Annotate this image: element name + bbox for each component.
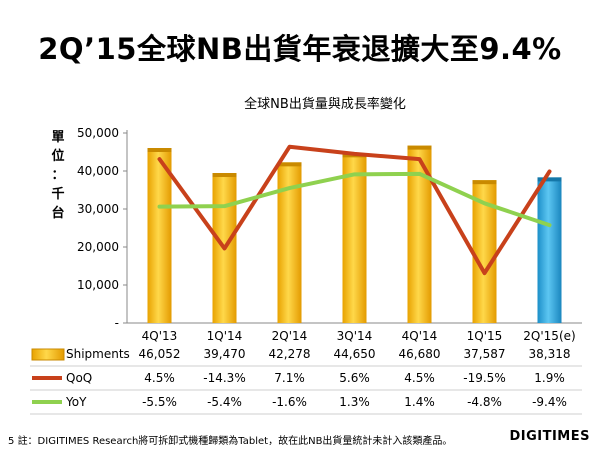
data-label-qoq: 7.1%	[274, 371, 305, 385]
unit-char: 台	[51, 206, 65, 221]
footnote: 5 註：DIGITIMES Research將可拆卸式機種歸類為Tablet，故…	[8, 432, 452, 447]
data-label-qoq: 1.9%	[534, 371, 565, 385]
bar-cap	[407, 145, 432, 150]
x-tick-label: 1Q'15	[467, 329, 503, 343]
x-tick-label: 4Q'13	[142, 329, 178, 343]
line-qoq	[157, 144, 552, 276]
legend-label-shipments: Shipments	[66, 347, 130, 361]
data-label-yoy: -5.4%	[207, 395, 242, 409]
data-label-shipments: 37,587	[464, 347, 506, 361]
y-tick-label: 20,000	[77, 240, 119, 254]
y-tick-label: 50,000	[77, 126, 119, 140]
data-label-qoq: 5.6%	[339, 371, 370, 385]
data-label-qoq: 4.5%	[144, 371, 175, 385]
slide-title: 2Q’15全球NB出貨年衰退擴大至9.4%	[38, 32, 562, 66]
y-tick-label: 30,000	[77, 202, 119, 216]
data-label-yoy: -1.6%	[272, 395, 307, 409]
y-tick-label: 10,000	[77, 278, 119, 292]
data-label-shipments: 46,052	[139, 347, 181, 361]
unit-char: 位	[51, 149, 65, 164]
data-label-qoq: 4.5%	[404, 371, 435, 385]
bar-cap	[277, 162, 302, 167]
data-label-yoy: 1.3%	[339, 395, 370, 409]
line-yoy	[157, 171, 552, 228]
chart-title: 全球NB出貨量與成長率變化	[244, 97, 406, 112]
bar-shipments	[537, 177, 562, 323]
bar-cap	[212, 173, 237, 178]
data-label-qoq: -19.5%	[463, 371, 505, 385]
bar-cap	[472, 180, 497, 185]
x-tick-label: 3Q'14	[337, 329, 373, 343]
bar-shipments	[342, 153, 367, 323]
data-label-shipments: 46,680	[399, 347, 441, 361]
data-label-shipments: 38,318	[529, 347, 571, 361]
footnote-text: 註：DIGITIMES Research將可拆卸式機種歸類為Tablet，故在此…	[17, 436, 453, 447]
legend-key-shipments	[31, 348, 65, 361]
data-label-qoq: -14.3%	[203, 371, 245, 385]
x-tick-label: 2Q'14	[272, 329, 308, 343]
data-label-yoy: -5.5%	[142, 395, 177, 409]
data-label-shipments: 44,650	[334, 347, 376, 361]
data-label-shipments: 39,470	[204, 347, 246, 361]
y-tick-label: 40,000	[77, 164, 119, 178]
legend-label-yoy: YoY	[65, 395, 87, 409]
data-label-shipments: 42,278	[269, 347, 311, 361]
x-tick-label: 4Q'14	[402, 329, 438, 343]
x-tick-label: 1Q'14	[207, 329, 243, 343]
y-unit-label: 單 位 ： 千 台	[50, 128, 66, 223]
bar-cap	[147, 148, 172, 153]
unit-char: 單	[51, 130, 65, 145]
unit-char: ：	[51, 168, 65, 183]
data-label-yoy: 1.4%	[404, 395, 435, 409]
data-label-yoy: -9.4%	[532, 395, 567, 409]
bar-cap	[537, 177, 562, 182]
legend-label-qoq: QoQ	[66, 371, 92, 385]
x-tick-label: 2Q'15(e)	[523, 329, 575, 343]
unit-char: 千	[51, 187, 65, 202]
bar-shipments	[147, 148, 172, 323]
data-label-yoy: -4.8%	[467, 395, 502, 409]
page-number: 5	[8, 436, 15, 447]
y-tick-label: -	[115, 316, 119, 330]
brand-logo: DIGITIMES	[509, 429, 590, 444]
